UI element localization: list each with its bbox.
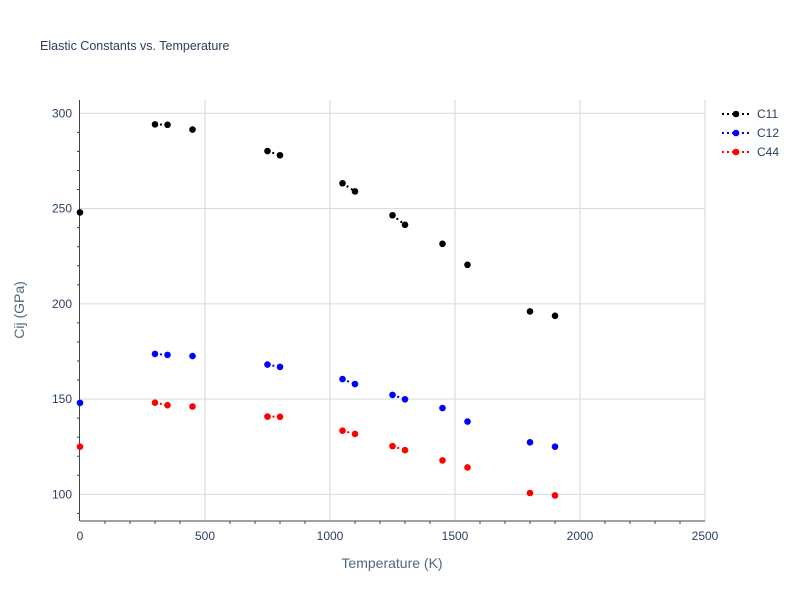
series-c44 — [76, 399, 559, 499]
gridlines — [80, 100, 706, 521]
legend-item-c12[interactable]: C12 — [722, 126, 779, 140]
legend-item-c11[interactable]: C11 — [722, 107, 778, 121]
data-point[interactable] — [339, 427, 346, 435]
y-tick-label: 250 — [52, 202, 72, 216]
series-c12 — [76, 350, 559, 451]
data-point[interactable] — [351, 380, 359, 388]
x-tick-label: 1500 — [442, 529, 469, 543]
x-tick-label: 500 — [195, 529, 215, 543]
data-point[interactable] — [276, 413, 284, 421]
data-point[interactable] — [76, 209, 84, 216]
plot-area — [76, 121, 559, 499]
data-point[interactable] — [339, 179, 346, 187]
data-point[interactable] — [526, 439, 534, 446]
x-minor-ticks — [104, 521, 681, 524]
legend-label: C44 — [757, 145, 779, 159]
data-point[interactable] — [339, 375, 346, 383]
data-point[interactable] — [551, 312, 559, 320]
data-point[interactable] — [264, 413, 271, 420]
data-point[interactable] — [351, 430, 359, 438]
y-minor-ticks — [77, 131, 80, 514]
data-point[interactable] — [164, 121, 171, 129]
x-tick-label: 2000 — [567, 529, 594, 543]
data-point[interactable] — [401, 446, 409, 454]
data-point[interactable] — [264, 147, 271, 155]
data-point[interactable] — [526, 308, 534, 315]
data-point[interactable] — [351, 188, 359, 195]
data-point[interactable] — [439, 404, 446, 412]
legend[interactable]: C11 C12 C44 — [722, 107, 779, 159]
data-point[interactable] — [526, 489, 534, 497]
y-tick-label: 300 — [52, 106, 72, 120]
x-axis-title: Temperature (K) — [341, 555, 442, 571]
legend-label: C12 — [757, 126, 779, 140]
data-point[interactable] — [164, 351, 171, 359]
data-point[interactable] — [189, 126, 196, 133]
data-point[interactable] — [439, 457, 446, 464]
data-point[interactable] — [439, 240, 446, 248]
data-point[interactable] — [464, 261, 471, 269]
data-point[interactable] — [276, 363, 284, 371]
data-point[interactable] — [401, 221, 409, 229]
data-point[interactable] — [389, 391, 396, 399]
x-tick-label: 2500 — [692, 529, 719, 543]
data-point[interactable] — [76, 443, 84, 451]
legend-item-c44[interactable]: C44 — [722, 145, 779, 159]
data-point[interactable] — [389, 211, 396, 219]
data-point[interactable] — [464, 464, 471, 471]
data-point[interactable] — [164, 401, 171, 409]
x-tick-label: 1000 — [317, 529, 344, 543]
data-point[interactable] — [551, 443, 559, 451]
legend-marker — [732, 110, 740, 118]
y-tick-label: 200 — [52, 297, 72, 311]
data-point[interactable] — [76, 399, 84, 407]
x-tick-label: 0 — [77, 529, 84, 543]
data-point[interactable] — [276, 151, 284, 159]
y-tick-label: 100 — [52, 487, 72, 501]
x-tick-labels: 0 500 1000 1500 2000 2500 — [77, 529, 719, 543]
data-point[interactable] — [151, 121, 159, 128]
y-axis-title: Cij (GPa) — [11, 281, 27, 339]
legend-label: C11 — [757, 107, 778, 121]
series-c11 — [76, 121, 559, 320]
data-point[interactable] — [389, 442, 396, 450]
data-point[interactable] — [464, 418, 471, 425]
legend-marker — [732, 129, 740, 137]
data-point[interactable] — [151, 399, 159, 407]
data-point[interactable] — [551, 492, 559, 499]
data-point[interactable] — [264, 361, 271, 368]
y-tick-labels: 100 150 200 250 300 — [52, 106, 72, 501]
y-tick-label: 150 — [52, 392, 72, 406]
chart-title: Elastic Constants vs. Temperature — [40, 39, 229, 53]
data-point[interactable] — [151, 350, 159, 358]
data-point[interactable] — [401, 395, 409, 403]
data-point[interactable] — [189, 403, 196, 410]
data-point[interactable] — [189, 352, 196, 360]
legend-marker — [732, 148, 740, 156]
